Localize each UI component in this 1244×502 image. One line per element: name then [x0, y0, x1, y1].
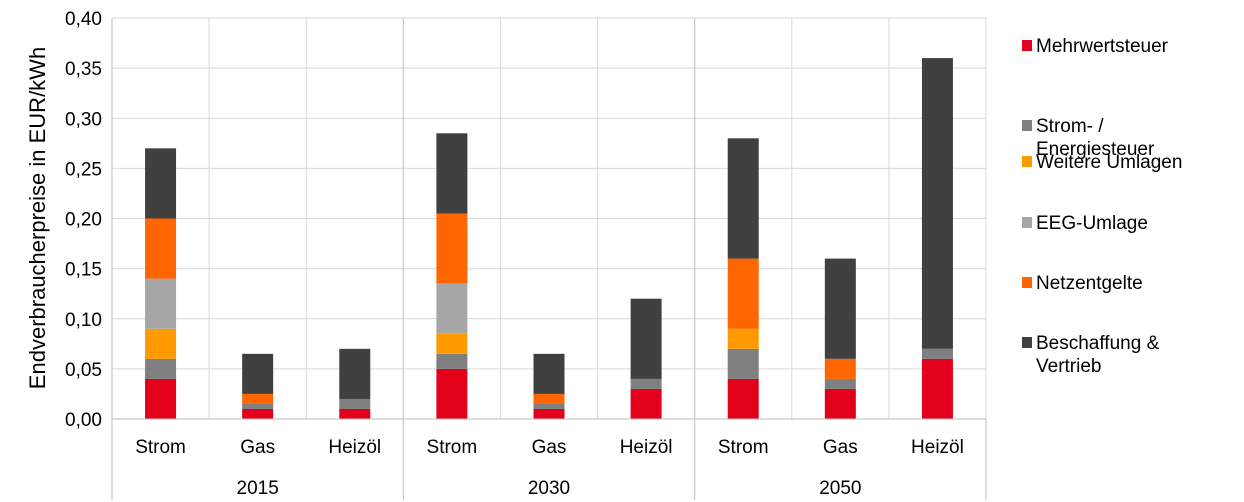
y-tick-label: 0,10: [65, 310, 102, 331]
x-group-label: 2015: [237, 478, 279, 499]
x-category-label: Gas: [823, 437, 858, 458]
bar-segment: [824, 258, 856, 359]
legend-label: Weitere Umlagen: [1036, 152, 1182, 173]
bar-segment: [630, 378, 662, 389]
bars: [145, 58, 953, 419]
bar-segment: [339, 398, 371, 409]
bar-segment: [533, 393, 565, 404]
legend-swatch: [1022, 217, 1032, 228]
y-tick-label: 0,15: [65, 260, 102, 281]
legend-label: Netzentgelte: [1036, 273, 1143, 294]
bar-segment: [436, 368, 468, 419]
y-tick-label: 0,30: [65, 109, 102, 130]
y-tick-label: 0,00: [65, 410, 102, 431]
legend-label: Mehrwertsteuer: [1036, 36, 1169, 57]
axes: [111, 18, 987, 500]
bar-segment: [436, 283, 468, 334]
legend-swatch: [1022, 156, 1032, 167]
legend-swatch: [1022, 40, 1032, 51]
y-tick-label: 0,25: [65, 159, 102, 180]
bar-segment: [630, 298, 662, 379]
bar-segment: [145, 278, 177, 329]
legend-label: Strom- / Energiesteuer: [1036, 116, 1155, 160]
bar-segment: [727, 258, 759, 329]
bar-segment: [630, 388, 662, 419]
bar-segment: [436, 133, 468, 214]
bar-segment: [145, 218, 177, 279]
bar-segment: [145, 328, 177, 359]
bar-segment: [824, 388, 856, 419]
bar-segment: [727, 138, 759, 259]
y-tick-label: 0,40: [65, 9, 102, 30]
bar-segment: [824, 358, 856, 379]
x-category-label: Strom: [427, 437, 478, 458]
legend-label: Beschaffung & Vertrieb: [1036, 333, 1160, 377]
x-category-label: Strom: [718, 437, 769, 458]
bar-segment: [242, 403, 274, 409]
bar-segment: [727, 328, 759, 349]
x-group-label: 2050: [819, 478, 861, 499]
grid-lines: [112, 17, 987, 420]
bar-segment: [339, 408, 371, 419]
x-category-label: Heizöl: [911, 437, 964, 458]
bar-segment: [727, 348, 759, 379]
bar-segment: [145, 378, 177, 419]
bar-segment: [242, 393, 274, 404]
y-tick-label: 0,20: [65, 210, 102, 231]
legend-swatch: [1022, 120, 1032, 131]
bar-segment: [921, 348, 953, 359]
bar-segment: [339, 348, 371, 399]
x-category-label: Heizöl: [328, 437, 381, 458]
legend: Mehrwertsteuer Strom- / EnergiesteuerWeite…: [1022, 36, 1182, 377]
x-category-label: Gas: [532, 437, 567, 458]
bar-segment: [436, 213, 468, 284]
bar-segment: [533, 408, 565, 419]
x-group-label: 2030: [528, 478, 570, 499]
bar-segment: [145, 358, 177, 379]
bar-segment: [242, 408, 274, 419]
bar-segment: [921, 358, 953, 419]
bar-segment: [242, 353, 274, 394]
x-category-label: Gas: [240, 437, 275, 458]
bar-segment: [436, 333, 468, 354]
x-category-label: Strom: [135, 437, 186, 458]
legend-swatch: [1022, 337, 1032, 348]
x-category-labels: Strom Gas Heizöl Strom Gas Heizöl Strom Gas Heiz…: [135, 437, 964, 499]
legend-swatch: [1022, 277, 1032, 288]
bar-segment: [921, 58, 953, 349]
bar-segment: [533, 353, 565, 394]
x-category-label: Heizöl: [620, 437, 673, 458]
y-tick-label: 0,35: [65, 59, 102, 80]
bar-segment: [436, 353, 468, 369]
bar-segment: [533, 403, 565, 409]
legend-label: EEG-Umlage: [1036, 213, 1148, 234]
y-tick-labels: 0,00 0,05 0,10 0,15 0,20 0,25 0,30 0,35 0,40: [65, 9, 102, 431]
bar-segment: [824, 378, 856, 389]
y-axis-title: Endverbraucherpreise in EUR/kWh: [25, 47, 50, 389]
bar-segment: [727, 378, 759, 419]
bar-segment: [145, 148, 177, 219]
y-tick-label: 0,05: [65, 360, 102, 381]
